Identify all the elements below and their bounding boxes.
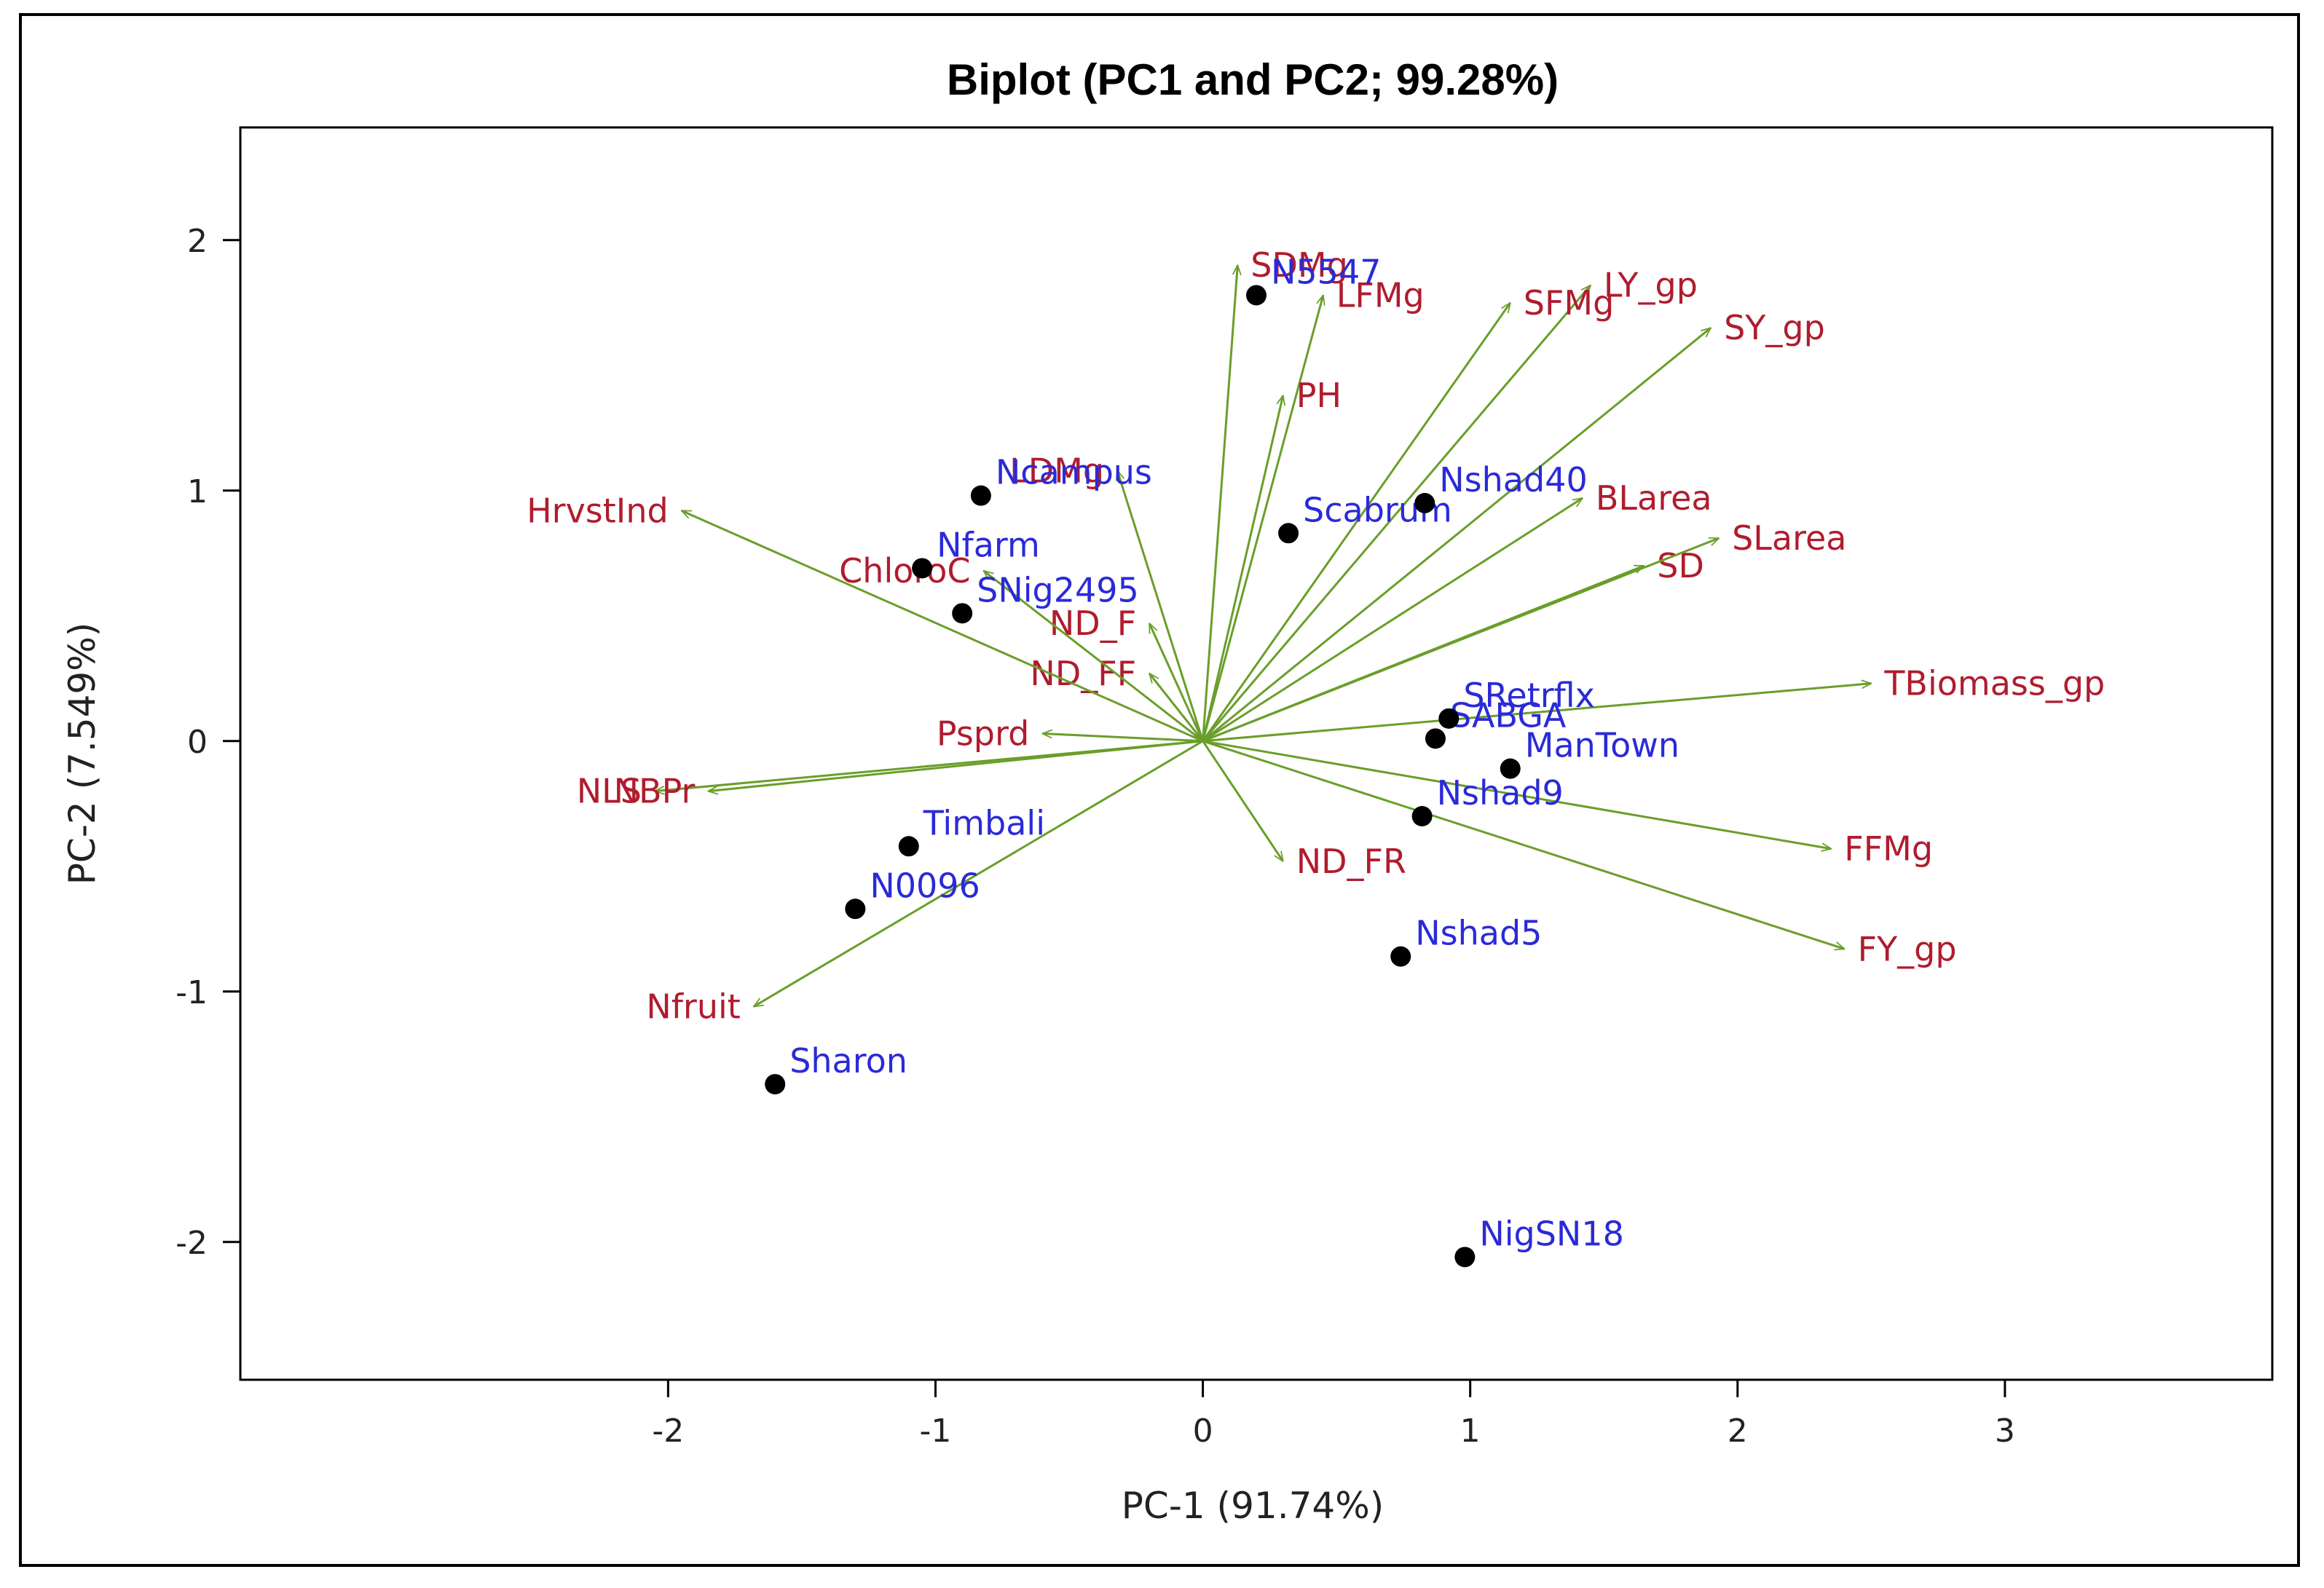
point-nigsn18	[1454, 1247, 1476, 1268]
observation-label: Nshad5	[1415, 914, 1542, 953]
point-nshad5	[1390, 946, 1411, 967]
observation-label: Nfarm	[937, 525, 1040, 564]
vector-ffmg	[1202, 740, 1832, 849]
x-tick-label: 0	[1193, 1413, 1213, 1450]
chart-title: Biplot (PC1 and PC2; 99.28%)	[947, 55, 1559, 104]
observation-label: N5547	[1271, 252, 1381, 291]
observation-label: Nshad9	[1437, 773, 1564, 813]
vector-sdmg	[1202, 265, 1238, 741]
variable-label: NLS	[577, 772, 642, 811]
variable-label: Psprd	[937, 714, 1029, 753]
point-n0096	[845, 898, 866, 920]
vector-lfmg	[1202, 295, 1323, 742]
observation-label: Ncampus	[996, 453, 1152, 492]
variable-label: HrvstInd	[527, 491, 669, 530]
variable-label: Nfruit	[646, 987, 741, 1026]
observation-points: N5547NcampusNfarmSNig2495ScabrumNshad40S…	[765, 252, 1679, 1268]
variable-label: NBPr	[614, 772, 696, 811]
point-sretrflx	[1438, 708, 1460, 729]
variable-label: ND_FR	[1296, 842, 1406, 881]
variable-label: SLarea	[1732, 518, 1846, 558]
x-tick-label: 1	[1460, 1413, 1481, 1450]
variable-label: FFMg	[1844, 829, 1933, 869]
observation-label: Sharon	[789, 1041, 907, 1081]
point-nshad40	[1414, 493, 1435, 513]
point-scabrum	[1278, 523, 1299, 544]
variable-label: SY_gp	[1724, 308, 1825, 347]
observation-label: SRetrflx	[1463, 676, 1595, 715]
point-sabga	[1425, 728, 1446, 749]
point-snig2495	[952, 603, 973, 624]
vector-ldmg	[1117, 470, 1205, 742]
x-axis-ticks: -2 -1 0 1 2 3	[652, 1380, 2015, 1450]
vector-sy_gp	[1202, 328, 1711, 742]
x-tick-label: -2	[652, 1413, 684, 1450]
variable-label: SDMg	[1250, 245, 1348, 285]
variable-label: BLarea	[1596, 478, 1712, 518]
observation-label: N0096	[870, 866, 980, 905]
vector-fy_gp	[1202, 740, 1845, 949]
y-tick-label: 2	[187, 223, 208, 260]
vector-nd_fr	[1202, 740, 1283, 861]
y-tick-label: -1	[176, 974, 208, 1011]
variable-label: LDMg	[1009, 451, 1104, 490]
figure-frame	[19, 13, 2300, 1567]
x-axis-label: PC-1 (91.74%)	[1122, 1485, 1384, 1527]
point-timbali	[898, 836, 919, 857]
x-tick-label: -1	[920, 1413, 952, 1450]
variable-label: ND_F	[1049, 604, 1136, 643]
point-mantown	[1500, 758, 1521, 779]
variable-label: PH	[1296, 376, 1342, 415]
vector-ph	[1202, 395, 1283, 742]
point-n5547	[1246, 285, 1267, 306]
vector-psprd	[1042, 733, 1203, 743]
x-tick-label: 2	[1728, 1413, 1748, 1450]
y-axis-label: PC-2 (7.549%)	[61, 623, 103, 885]
variable-label: TBiomass_gp	[1883, 664, 2105, 703]
vector-ly_gp	[1202, 285, 1591, 742]
vector-hrvstind	[682, 509, 1204, 743]
observation-label: ManTown	[1525, 726, 1679, 765]
y-tick-label: 1	[187, 473, 208, 510]
vector-slarea	[1202, 537, 1720, 743]
point-nshad9	[1411, 806, 1433, 826]
vector-nd_ff	[1149, 673, 1204, 742]
x-tick-label: 3	[1995, 1413, 2015, 1450]
variable-label: SD	[1657, 546, 1704, 585]
vector-sfmg	[1202, 303, 1510, 742]
vector-nbpr	[708, 740, 1203, 791]
vector-chloroc	[984, 571, 1204, 742]
vector-blarea	[1202, 497, 1583, 743]
observation-label: Timbali	[923, 803, 1045, 842]
y-tick-label: 0	[187, 724, 208, 761]
y-tick-label: -2	[176, 1225, 208, 1262]
variable-label: LY_gp	[1604, 266, 1698, 305]
vector-nd_f	[1148, 623, 1204, 742]
variable-label: FY_gp	[1858, 929, 1957, 968]
variable-label: LFMg	[1336, 275, 1425, 315]
plot-area	[239, 126, 2274, 1381]
observation-label: Nshad40	[1439, 460, 1587, 499]
vector-tbiomass_gp	[1202, 684, 1872, 743]
variable-label: SFMg	[1524, 283, 1615, 323]
variable-label: ChloroC	[839, 551, 970, 590]
observation-label: SABGA	[1450, 695, 1567, 735]
point-ncampus	[970, 485, 991, 506]
point-sharon	[765, 1074, 786, 1095]
observation-label: SNig2495	[977, 570, 1139, 609]
vector-nfruit	[754, 740, 1204, 1008]
observation-label: NigSN18	[1479, 1214, 1624, 1253]
y-axis-ticks: -2 -1 0 1 2	[176, 223, 240, 1262]
point-nfarm	[912, 558, 933, 579]
